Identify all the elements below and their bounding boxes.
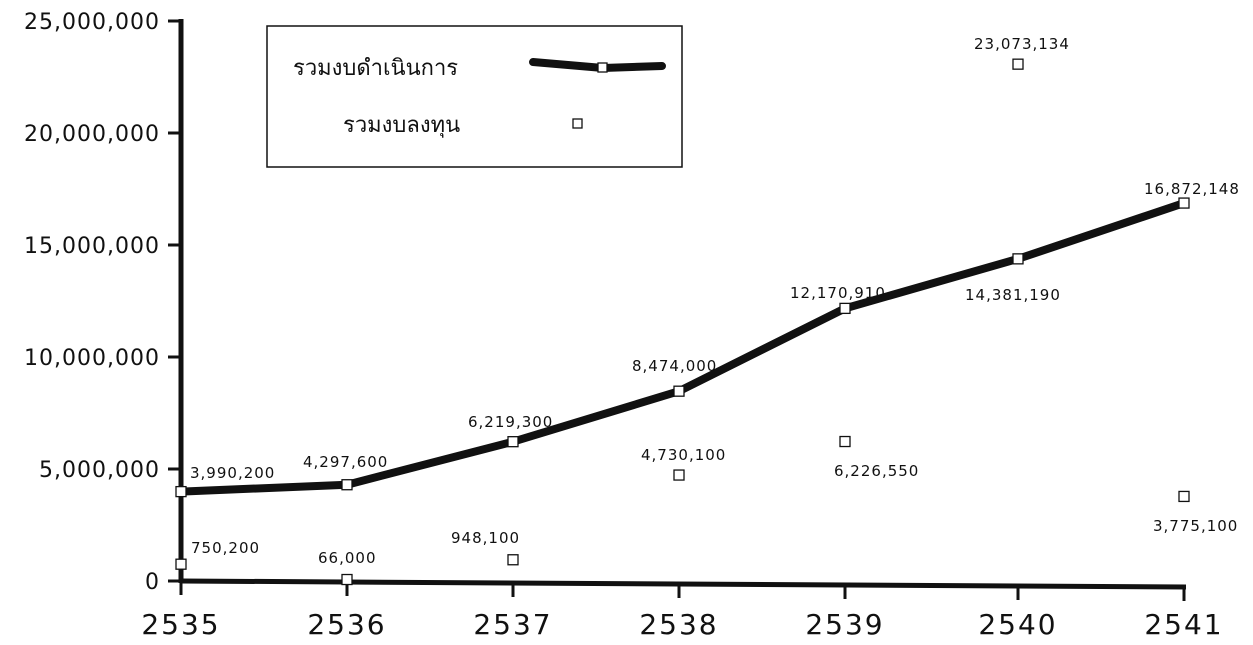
point-operating bbox=[673, 385, 685, 397]
legend-box bbox=[266, 25, 683, 168]
data-label-investment: 948,100 bbox=[451, 529, 520, 547]
data-label-operating: 12,170,910 bbox=[790, 284, 886, 302]
x-tick-label: 2535 bbox=[141, 608, 220, 641]
data-labels: 3,990,200 4,297,600 6,219,300 8,474,000 12,1… bbox=[190, 35, 1240, 567]
data-label-operating: 16,872,148 bbox=[1144, 180, 1240, 198]
point-operating bbox=[1012, 253, 1024, 265]
y-tick-label: 20,000,000 bbox=[24, 122, 160, 147]
data-label-investment: 4,730,100 bbox=[641, 446, 726, 464]
legend: รวมงบดำเนินการ รวมงบลงทุน bbox=[266, 25, 683, 168]
data-label-investment: 3,775,100 bbox=[1153, 517, 1238, 535]
x-tick-label: 2537 bbox=[473, 608, 552, 641]
legend-label-operating: รวมงบดำเนินการ bbox=[293, 56, 458, 81]
y-tick-label: 15,000,000 bbox=[24, 234, 160, 259]
point-investment bbox=[507, 554, 519, 566]
series-layer bbox=[175, 58, 1190, 586]
data-label-investment: 6,226,550 bbox=[834, 462, 919, 480]
x-axis-line bbox=[180, 578, 1187, 590]
point-investment bbox=[1178, 490, 1190, 503]
data-label-investment: 66,000 bbox=[318, 549, 377, 567]
legend-marker-investment bbox=[572, 118, 583, 129]
y-tick-label: 25,000,000 bbox=[24, 10, 160, 35]
y-tick-label: 0 bbox=[145, 570, 160, 595]
y-tick-label: 5,000,000 bbox=[39, 458, 160, 483]
data-label-operating: 6,219,300 bbox=[468, 413, 553, 431]
y-tick-label: 10,000,000 bbox=[24, 346, 160, 371]
point-operating bbox=[1178, 197, 1190, 209]
legend-marker-operating bbox=[597, 62, 608, 73]
point-operating bbox=[839, 302, 851, 315]
data-label-operating: 3,990,200 bbox=[190, 464, 275, 482]
x-axis-ticks: 2535 2536 2537 2538 2539 2540 2541 bbox=[141, 579, 1223, 641]
legend-label-investment: รวมงบลงทุน bbox=[343, 113, 460, 138]
point-investment bbox=[175, 558, 187, 570]
data-label-operating: 4,297,600 bbox=[303, 453, 388, 471]
point-investment bbox=[1012, 58, 1024, 70]
x-tick-label: 2540 bbox=[978, 608, 1057, 641]
y-axis-ticks: 0 5,000,000 10,000,000 15,000,000 20,000,000… bbox=[24, 10, 181, 595]
point-investment bbox=[673, 469, 685, 481]
data-label-investment: 23,073,134 bbox=[974, 35, 1070, 53]
point-operating bbox=[507, 436, 519, 448]
data-label-operating: 8,474,000 bbox=[632, 357, 717, 375]
data-label-investment: 750,200 bbox=[191, 539, 260, 557]
x-tick-label: 2541 bbox=[1144, 608, 1223, 641]
point-investment bbox=[839, 435, 851, 448]
x-tick-label: 2536 bbox=[307, 608, 386, 641]
point-operating bbox=[175, 485, 187, 498]
data-label-operating: 14,381,190 bbox=[965, 286, 1061, 304]
x-tick-label: 2538 bbox=[639, 608, 718, 641]
point-investment bbox=[341, 573, 353, 586]
x-tick-label: 2539 bbox=[805, 608, 884, 641]
point-operating bbox=[341, 479, 353, 491]
